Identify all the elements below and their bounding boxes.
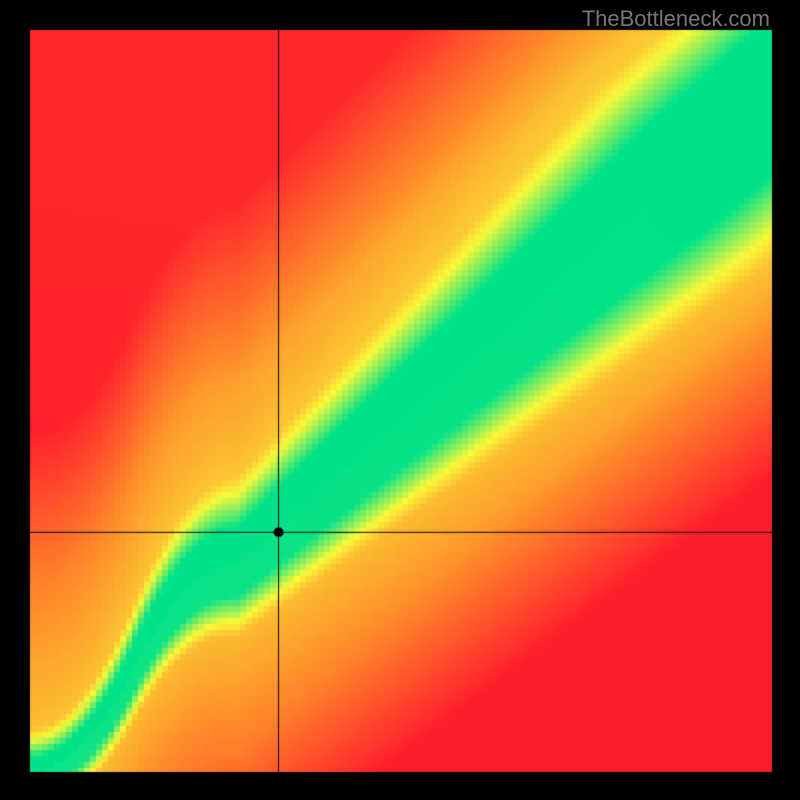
heatmap-canvas — [0, 0, 800, 800]
watermark-text: TheBottleneck.com — [582, 6, 770, 32]
chart-container: TheBottleneck.com — [0, 0, 800, 800]
